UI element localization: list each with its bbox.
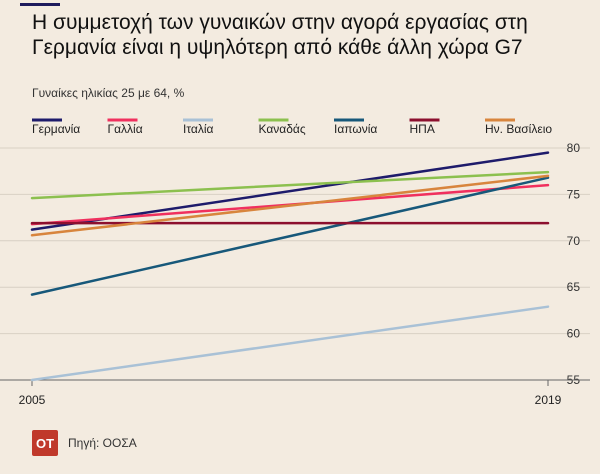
legend-label: Ιταλία xyxy=(183,122,214,136)
legend-label: Καναδάς xyxy=(259,122,306,136)
y-tick-label: 70 xyxy=(567,234,581,248)
accent-bar xyxy=(20,3,60,6)
series-line xyxy=(30,176,550,296)
chart-title: Η συμμετοχή των γυναικών στην αγορά εργα… xyxy=(32,11,528,59)
legend-label: Γαλλία xyxy=(108,122,143,136)
legend-label: Γερμανία xyxy=(32,122,80,136)
series-line xyxy=(30,305,550,382)
legend-label: Ην. Βασίλειο xyxy=(485,122,552,136)
x-tick-label: 2005 xyxy=(19,393,46,407)
series-line xyxy=(30,170,550,200)
footer: OT Πηγή: ΟΟΣΑ xyxy=(32,430,137,456)
x-tick-label: 2019 xyxy=(535,393,562,407)
series-line xyxy=(30,174,550,237)
ot-logo: OT xyxy=(32,430,58,456)
source-note: Πηγή: ΟΟΣΑ xyxy=(68,436,137,450)
y-tick-label: 65 xyxy=(567,280,581,294)
legend-label: Ιαπωνία xyxy=(334,122,377,136)
line-chart: Γερμανία Γαλλία Ιταλία Καναδάς Ιαπωνία ΗΠΑ Ην.… xyxy=(0,118,590,407)
y-tick-label: 80 xyxy=(567,141,581,155)
legend-label: ΗΠΑ xyxy=(410,122,435,136)
y-tick-label: 60 xyxy=(567,327,581,341)
y-tick-label: 75 xyxy=(567,187,581,201)
chart-subtitle: Γυναίκες ηλικίας 25 με 64, % xyxy=(32,86,185,100)
